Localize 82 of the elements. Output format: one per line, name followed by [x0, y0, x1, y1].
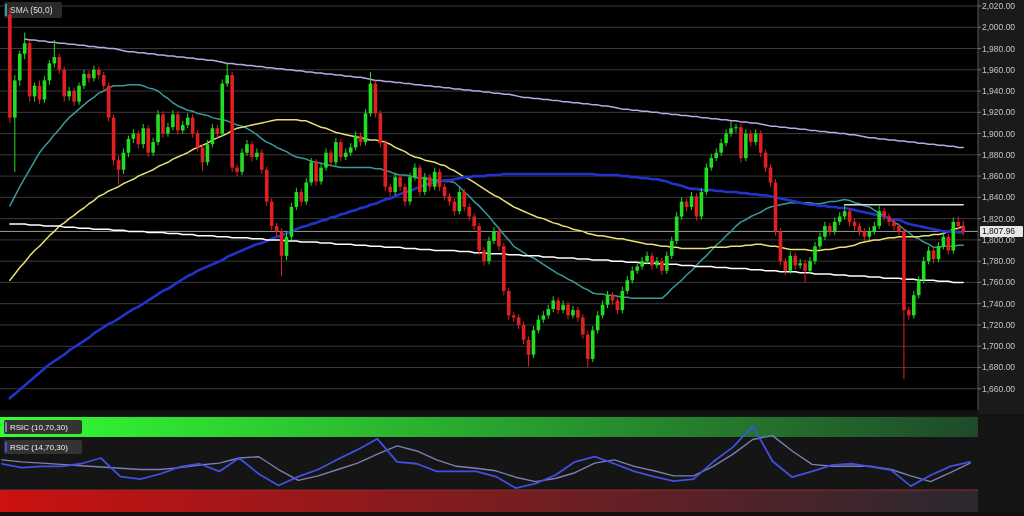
y-tick-label: 1,900.00 [982, 128, 1016, 139]
y-tick-label: 1,760.00 [982, 277, 1016, 288]
candlestick [576, 306, 580, 323]
candlestick [482, 246, 486, 266]
y-tick-label: 1,940.00 [982, 86, 1016, 97]
y-tick-label: 1,660.00 [982, 383, 1016, 394]
y-tick-label: 1,920.00 [982, 107, 1016, 118]
candlestick [665, 251, 669, 275]
y-tick-label: 1,680.00 [982, 362, 1016, 373]
candlestick [259, 149, 264, 175]
candlestick [87, 70, 91, 84]
line-series [23, 38, 964, 149]
y-tick-label: 1,700.00 [982, 341, 1016, 352]
candlestick [171, 109, 175, 131]
y-tick-label: 1,840.00 [982, 192, 1016, 203]
candlestick [334, 137, 338, 166]
y-tick-label: 1,980.00 [982, 43, 1016, 54]
candlestick [877, 204, 882, 230]
candlestick [161, 110, 165, 139]
y-tick-label: 1,880.00 [982, 149, 1016, 160]
y-tick-label: 2,020.00 [982, 0, 1016, 11]
candlestick [304, 177, 309, 206]
line-series [9, 119, 964, 282]
candlestick [314, 158, 318, 187]
y-tick-label: 1,800.00 [982, 234, 1016, 245]
y-tick-label: 1,820.00 [982, 213, 1016, 224]
candlestick [339, 138, 343, 162]
y-tick-label: 1,720.00 [982, 319, 1016, 330]
candlestick [141, 123, 146, 149]
candlestick [487, 236, 491, 265]
candlestick [57, 53, 62, 75]
candlestick [561, 299, 565, 314]
legend-label: RSIC (10,70,30) [10, 422, 69, 432]
candlestick [319, 162, 323, 186]
candlestick [734, 123, 738, 134]
y-tick-label: 1,960.00 [982, 64, 1016, 75]
candlestick [916, 275, 921, 299]
candlestick [655, 256, 659, 270]
candlestick [640, 256, 644, 271]
candlestick [151, 137, 155, 157]
candlestick [324, 147, 328, 172]
candlestick [235, 163, 239, 177]
candlestick [650, 252, 654, 271]
y-tick-label: 1,780.00 [982, 256, 1016, 267]
candlestick [818, 231, 822, 250]
candlestick [413, 162, 417, 181]
candlestick [250, 140, 254, 162]
candlestick [82, 69, 86, 90]
candlestick [403, 183, 407, 207]
candlestick [101, 71, 106, 91]
candlestick [823, 221, 827, 241]
candlestick [393, 172, 397, 196]
candlestick [729, 120, 733, 138]
candlestick [887, 212, 891, 227]
candlestick [497, 227, 501, 252]
y-tick-label: 1,740.00 [982, 298, 1016, 309]
candlestick [897, 222, 901, 237]
y-tick-label: 2,000.00 [982, 22, 1016, 33]
candlestick [813, 241, 817, 265]
candlestick [911, 290, 916, 320]
candlestick [724, 128, 728, 147]
candlestick [803, 259, 807, 283]
candlestick [240, 147, 244, 176]
candlestick [669, 236, 674, 260]
ref-line-label: 1,807.96 [982, 226, 1016, 237]
candlestick [176, 110, 180, 136]
y-tick-label: 1,860.00 [982, 171, 1016, 182]
candlestick [166, 122, 170, 138]
candlestick [892, 218, 896, 231]
candlestick [571, 305, 575, 320]
candlestick [329, 149, 333, 168]
candlestick [72, 87, 76, 107]
candlestick [645, 251, 649, 265]
legend-label: SMA (50,0) [10, 4, 53, 15]
candlestick [225, 62, 230, 88]
candlestick [77, 82, 81, 106]
candlestick [581, 313, 585, 340]
line-series [8, 172, 965, 400]
candlestick [422, 172, 427, 196]
legend-label: RSIC (14,70,30) [10, 442, 69, 452]
candlestick [309, 157, 313, 187]
candlestick [566, 301, 570, 321]
